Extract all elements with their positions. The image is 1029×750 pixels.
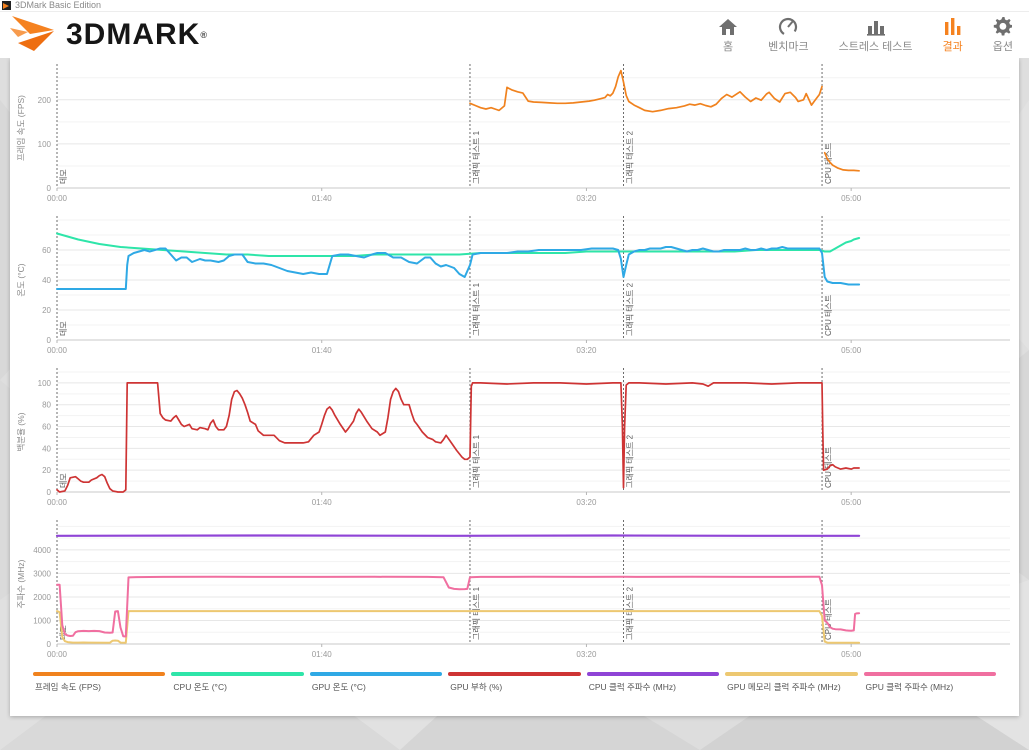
legend-color-bar	[171, 672, 304, 676]
svg-text:01:40: 01:40	[312, 650, 333, 659]
svg-text:데모: 데모	[59, 169, 68, 184]
svg-text:00:00: 00:00	[47, 194, 68, 203]
svg-text:03:20: 03:20	[576, 498, 597, 507]
svg-text:60: 60	[42, 423, 51, 432]
legend-item: CPU 클럭 주파수 (MHz)	[586, 672, 720, 693]
svg-text:20: 20	[42, 466, 51, 475]
svg-text:4000: 4000	[33, 546, 51, 555]
legend-item: 프레임 속도 (FPS)	[33, 672, 166, 693]
svg-text:01:40: 01:40	[312, 498, 333, 507]
svg-text:CPU 테스트: CPU 테스트	[824, 143, 833, 184]
svg-text:0: 0	[47, 488, 52, 497]
svg-text:60: 60	[42, 246, 51, 255]
svg-text:00:00: 00:00	[47, 346, 68, 355]
results-panel: 0 100 200 00:00 01:40 03:20 05:00 데모 그래픽 테스트 1 그래…	[10, 58, 1019, 716]
svg-text:03:20: 03:20	[576, 346, 597, 355]
legend-item: GPU 온도 (°C)	[309, 672, 443, 693]
legend-label: 프레임 속도 (FPS)	[35, 682, 102, 692]
svg-text:그래픽 테스트 1: 그래픽 테스트 1	[471, 586, 481, 640]
window-title: 3DMark Basic Edition	[15, 0, 102, 10]
app-header: 3DMARK® 홈 벤치마크 스트레스 테스트 결과	[0, 12, 1029, 58]
svg-text:01:40: 01:40	[312, 346, 333, 355]
svg-text:백분율 (%): 백분율 (%)	[16, 412, 26, 451]
legend-label: CPU 온도 (°C)	[173, 682, 227, 692]
legend-color-bar	[309, 672, 443, 676]
svg-text:03:20: 03:20	[576, 650, 597, 659]
gauge-icon	[778, 16, 798, 36]
legend-label: GPU 클럭 주파수 (MHz)	[865, 682, 954, 692]
legend-color-bar	[448, 672, 581, 676]
nav-item-stress-test[interactable]: 스트레스 테스트	[839, 16, 913, 54]
results-chart-icon	[944, 16, 962, 36]
svg-text:20: 20	[42, 306, 51, 315]
gear-icon	[993, 16, 1013, 36]
legend-label: GPU 부하 (%)	[450, 682, 503, 692]
legend-color-bar	[725, 672, 858, 676]
legend-color-bar	[586, 672, 720, 676]
logo: 3DMARK®	[10, 15, 208, 55]
legend-item: GPU 부하 (%)	[448, 672, 581, 693]
legend-item: CPU 온도 (°C)	[171, 672, 304, 693]
temperature-chart: 0 20 40 60 00:00 01:40 03:20 05:00 데모 그래픽 테스트 1 그래…	[10, 212, 1019, 364]
svg-text:100: 100	[38, 140, 52, 149]
svg-text:그래픽 테스트 1: 그래픽 테스트 1	[471, 282, 481, 336]
svg-text:1000: 1000	[33, 616, 51, 625]
svg-text:CPU 테스트: CPU 테스트	[824, 295, 833, 336]
legend-item: GPU 메모리 클럭 주파수 (MHz)	[725, 672, 858, 693]
fps-chart: 0 100 200 00:00 01:40 03:20 05:00 데모 그래픽 테스트 1 그래…	[10, 60, 1019, 212]
svg-text:80: 80	[42, 401, 51, 410]
svg-text:00:00: 00:00	[47, 650, 68, 659]
logo-text: 3DMARK®	[66, 18, 208, 51]
home-icon	[718, 16, 738, 36]
legend-color-bar	[33, 672, 166, 676]
bar-chart-icon	[866, 16, 886, 36]
svg-text:05:00: 05:00	[841, 498, 862, 507]
svg-text:40: 40	[42, 276, 51, 285]
svg-text:200: 200	[38, 96, 52, 105]
svg-text:100: 100	[38, 379, 52, 388]
svg-text:0: 0	[47, 184, 52, 193]
gpu-load-chart: 0 20 40 60 80 100 00:00 01:40 03:20 05:00 데모 그래픽 테스…	[10, 364, 1019, 516]
svg-text:03:20: 03:20	[576, 194, 597, 203]
nav-item-options[interactable]: 옵션	[993, 16, 1013, 54]
legend-label: GPU 온도 (°C)	[311, 682, 366, 692]
svg-text:그래픽 테스트 2: 그래픽 테스트 2	[625, 282, 635, 336]
main-nav: 홈 벤치마크 스트레스 테스트 결과 옵션	[718, 16, 1013, 54]
svg-text:그래픽 테스트 2: 그래픽 테스트 2	[625, 434, 635, 488]
nav-item-benchmark[interactable]: 벤치마크	[768, 16, 809, 54]
svg-text:온도 (°C): 온도 (°C)	[16, 263, 26, 296]
legend-label: CPU 클럭 주파수 (MHz)	[588, 682, 676, 692]
svg-text:3000: 3000	[33, 569, 51, 578]
svg-text:그래픽 테스트 1: 그래픽 테스트 1	[471, 130, 481, 184]
svg-text:데모: 데모	[59, 473, 68, 488]
logo-swoosh-icon	[10, 16, 54, 51]
svg-text:0: 0	[47, 640, 52, 649]
svg-text:05:00: 05:00	[841, 346, 862, 355]
svg-text:그래픽 테스트 2: 그래픽 테스트 2	[625, 586, 635, 640]
legend-label: GPU 메모리 클럭 주파수 (MHz)	[727, 682, 841, 692]
legend-item: GPU 클럭 주파수 (MHz)	[863, 672, 996, 693]
legend-color-bar	[863, 672, 996, 676]
frequency-chart: 0 1000 2000 3000 4000 00:00 01:40 03:20 05:00 데모 그…	[10, 516, 1019, 668]
app-icon	[2, 1, 11, 10]
legend: 프레임 속도 (FPS) CPU 온도 (°C) GPU 온도 (°C) GPU 부하…	[10, 668, 1019, 693]
svg-text:40: 40	[42, 444, 51, 453]
nav-item-home[interactable]: 홈	[718, 16, 738, 54]
svg-text:CPU 테스트: CPU 테스트	[824, 599, 833, 640]
svg-text:프레임 속도 (FPS): 프레임 속도 (FPS)	[16, 95, 26, 161]
svg-text:00:00: 00:00	[47, 498, 68, 507]
svg-text:그래픽 테스트 2: 그래픽 테스트 2	[625, 130, 635, 184]
registered-mark: ®	[200, 30, 208, 40]
svg-text:0: 0	[47, 336, 52, 345]
svg-text:2000: 2000	[33, 593, 51, 602]
svg-text:05:00: 05:00	[841, 650, 862, 659]
svg-text:01:40: 01:40	[312, 194, 333, 203]
svg-text:주파수 (MHz): 주파수 (MHz)	[16, 559, 26, 608]
svg-text:그래픽 테스트 1: 그래픽 테스트 1	[471, 434, 481, 488]
svg-text:05:00: 05:00	[841, 194, 862, 203]
svg-text:데모: 데모	[59, 321, 68, 336]
window-titlebar: 3DMark Basic Edition	[0, 0, 1029, 12]
nav-item-results[interactable]: 결과	[943, 16, 963, 54]
